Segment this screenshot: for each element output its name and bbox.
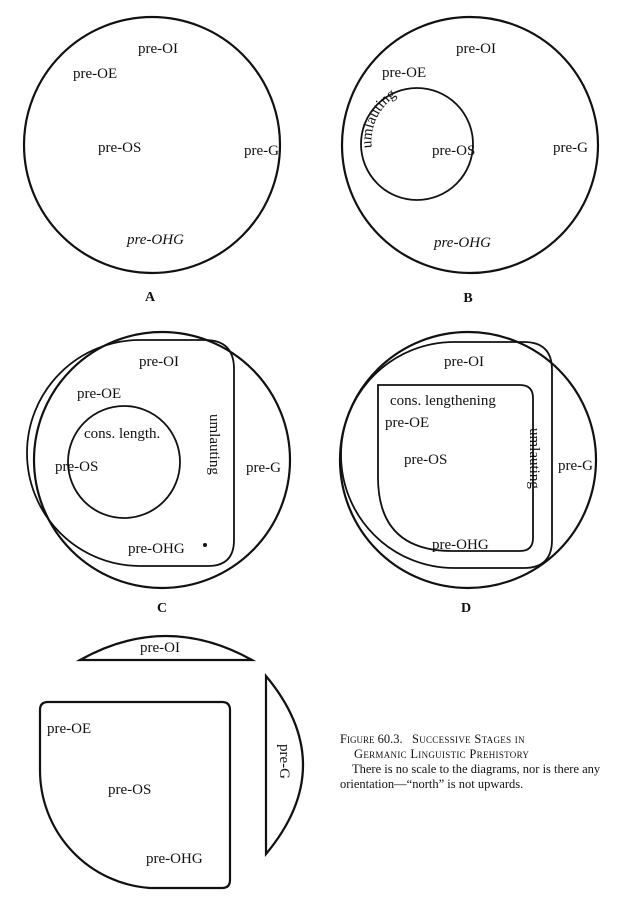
- panel-a-label-pre-oi: pre-OI: [138, 41, 178, 57]
- panel-b-label-pre-oe: pre-OE: [382, 65, 426, 81]
- panel-b-umlauting-label: umlauting: [359, 86, 399, 149]
- panel-c-umlauting-label: umlauting: [206, 414, 222, 475]
- panel-e-label-pre-os: pre-OS: [108, 782, 151, 798]
- panel-d-label-pre-g: pre-G: [558, 458, 593, 474]
- panel-c-umlaut-isogloss: [26, 339, 235, 567]
- caption-title-part1: Successive Stages in: [411, 732, 525, 746]
- panel-e-label-pre-oe: pre-OE: [47, 721, 91, 737]
- panel-b-umlaut-isogloss: [360, 87, 474, 201]
- panel-e-label-pre-oi: pre-OI: [140, 640, 180, 656]
- figure-caption: Figure 60.3. Successive Stages in German…: [340, 732, 608, 792]
- panel-c-label-pre-oi: pre-OI: [139, 354, 179, 370]
- panel-c: umlauting cons. length. pre-OI pre-OE pr…: [26, 330, 292, 616]
- panel-b-label-pre-oi: pre-OI: [456, 41, 496, 57]
- panel-c-boundary: [32, 330, 292, 590]
- panel-a: pre-OI pre-OE pre-OS pre-G pre-OHG A: [22, 15, 282, 305]
- panel-e: pre-OI pre-OE pre-OS pre-OHG pre-G: [38, 634, 304, 890]
- panel-d-length-label: cons. lengthening: [390, 393, 496, 409]
- caption-figure-number: Figure 60.3.: [340, 732, 403, 746]
- panel-d-length-isogloss: [377, 384, 534, 552]
- panel-a-label-pre-oe: pre-OE: [73, 66, 117, 82]
- panel-c-label-pre-oe: pre-OE: [77, 386, 121, 402]
- panel-d-label-pre-oe: pre-OE: [385, 415, 429, 431]
- panel-c-label-pre-os: pre-OS: [55, 459, 98, 475]
- panel-a-boundary: [22, 15, 282, 275]
- panel-c-label-pre-g: pre-G: [246, 460, 281, 476]
- panel-d-label-pre-oi: pre-OI: [444, 354, 484, 370]
- panel-e-main-region: [38, 700, 232, 890]
- panel-c-length-isogloss: [67, 405, 181, 519]
- panel-d-umlauting-label: umlauting: [526, 428, 542, 489]
- panel-d-label-pre-os: pre-OS: [404, 452, 447, 468]
- panel-c-length-label: cons. length.: [84, 426, 160, 442]
- panel-d-umlaut-isogloss: [340, 341, 553, 569]
- panel-b: umlauting pre-OI pre-OE pre-OS pre-G pre…: [340, 15, 600, 306]
- panel-d-letter: D: [461, 601, 471, 616]
- panel-b-label-pre-os: pre-OS: [432, 143, 475, 159]
- panel-e-g-region: [264, 672, 304, 858]
- panel-e-label-pre-ohg: pre-OHG: [146, 851, 203, 867]
- panel-a-letter: A: [145, 290, 156, 305]
- panel-d-label-pre-ohg: pre-OHG: [432, 537, 489, 553]
- caption-title-line1: Figure 60.3. Successive Stages in: [340, 732, 608, 747]
- caption-title-line2: Germanic Linguistic Prehistory: [354, 747, 530, 761]
- panel-d-boundary: [338, 330, 598, 590]
- panel-d: umlauting cons. lengthening pre-OI pre-O…: [338, 330, 598, 616]
- panel-c-letter: C: [157, 601, 167, 616]
- panel-b-label-pre-ohg: pre-OHG: [433, 235, 491, 251]
- panel-e-oi-region: [75, 634, 257, 662]
- panel-c-dot-mark: [203, 543, 207, 547]
- panel-a-label-pre-g: pre-G: [244, 143, 279, 159]
- panel-b-boundary: [340, 15, 600, 275]
- panel-e-label-pre-g: pre-G: [276, 744, 292, 779]
- panel-a-label-pre-ohg: pre-OHG: [126, 232, 184, 248]
- panel-c-label-pre-ohg: pre-OHG: [128, 541, 185, 557]
- panel-b-letter: B: [463, 291, 472, 306]
- panel-a-label-pre-os: pre-OS: [98, 140, 141, 156]
- caption-body: There is no scale to the diagrams, nor i…: [340, 762, 601, 791]
- panel-b-label-pre-g: pre-G: [553, 140, 588, 156]
